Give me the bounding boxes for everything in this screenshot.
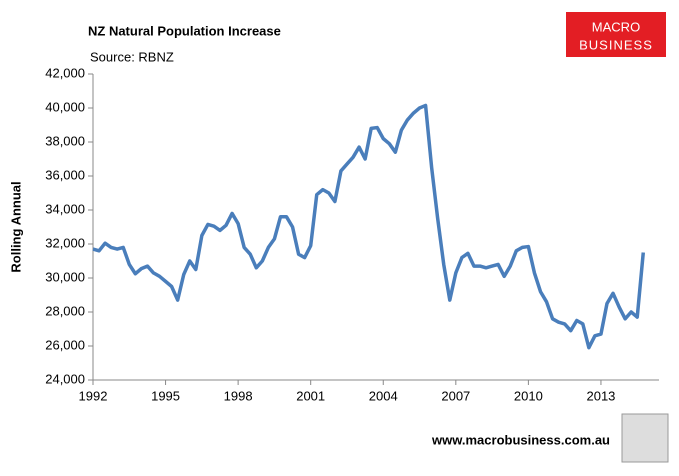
y-axis-label: Rolling Annual bbox=[8, 181, 23, 272]
x-tick-label: 2010 bbox=[514, 388, 543, 403]
y-tick-label: 32,000 bbox=[45, 235, 85, 250]
footer: www.macrobusiness.com.au bbox=[431, 432, 610, 447]
x-tick-label: 2001 bbox=[296, 388, 325, 403]
x-tick-label: 2013 bbox=[586, 388, 615, 403]
logo-box bbox=[566, 12, 666, 57]
y-tick-label: 26,000 bbox=[45, 337, 85, 352]
x-tick-label: 1992 bbox=[79, 388, 108, 403]
x-tick-label: 2007 bbox=[441, 388, 470, 403]
y-tick-label: 38,000 bbox=[45, 133, 85, 148]
logo-image bbox=[621, 413, 669, 463]
x-tick-label: 2004 bbox=[369, 388, 398, 403]
y-tick-label: 42,000 bbox=[45, 65, 85, 80]
x-tick-label: 1998 bbox=[224, 388, 253, 403]
x-tick-label: 1995 bbox=[151, 388, 180, 403]
y-tick-label: 30,000 bbox=[45, 269, 85, 284]
logo-text: MACRO bbox=[592, 19, 640, 34]
y-tick-label: 28,000 bbox=[45, 303, 85, 318]
data-line bbox=[92, 103, 646, 350]
subtitle: Source: RBNZ bbox=[90, 49, 174, 64]
y-tick-label: 36,000 bbox=[45, 167, 85, 182]
y-tick-label: 40,000 bbox=[45, 99, 85, 114]
y-tick-label: 34,000 bbox=[45, 201, 85, 216]
y-tick-label: 24,000 bbox=[45, 371, 85, 386]
logo-text: BUSINESS bbox=[579, 37, 653, 52]
chart-title: NZ Natural Population Increase bbox=[88, 23, 281, 38]
